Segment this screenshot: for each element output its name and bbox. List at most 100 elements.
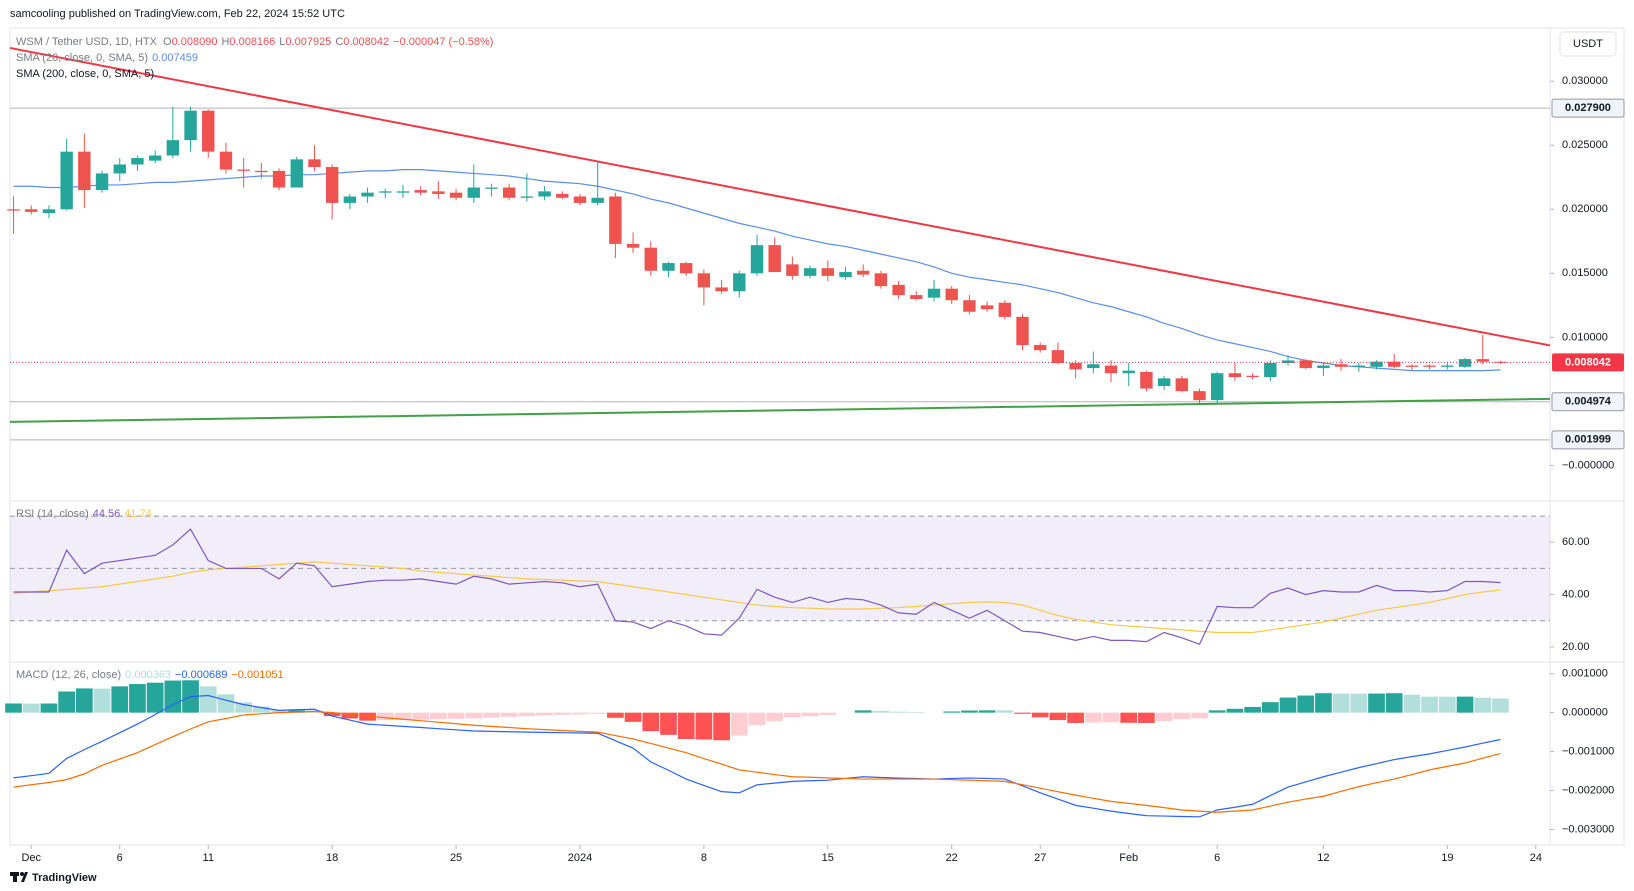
histogram-bar (1084, 712, 1102, 723)
candle-body (803, 268, 817, 276)
histogram-bar (111, 686, 129, 713)
histogram-bar (483, 712, 500, 718)
histogram-bar (943, 711, 961, 713)
histogram-bar (93, 688, 111, 713)
candle-body (1157, 378, 1171, 387)
legend-macd: MACD (12, 26, close) 0.000363 −0.000689 −0.… (16, 669, 284, 681)
legend-title: WSM / Tether USD, 1D, HTX (16, 36, 158, 48)
candle-body (308, 159, 321, 168)
y-tick-label: −0.001000 (1562, 745, 1614, 757)
legend-rsi: RSI (14, close) 44.56 41.74 (16, 508, 152, 520)
candle-body (821, 268, 834, 276)
histogram-bar (748, 712, 766, 726)
candle-body (1051, 350, 1065, 363)
histogram-bar (270, 710, 288, 713)
currency-button[interactable] (1559, 31, 1617, 57)
x-tick-label: 6 (117, 852, 123, 864)
y-tick-label: −0.000000 (1562, 459, 1614, 471)
histogram-bar (1155, 712, 1173, 722)
histogram-bar (642, 712, 660, 732)
candle-body (343, 196, 357, 203)
y-tick-label: −0.002000 (1562, 784, 1614, 796)
ohlc-key: O (163, 36, 172, 48)
histogram-value: 0.000363 (125, 669, 171, 681)
candle-body (750, 245, 764, 274)
histogram-bar (376, 712, 394, 721)
candle-body (1370, 361, 1383, 367)
histogram-bar (341, 712, 359, 719)
candle-body (485, 187, 498, 189)
x-tick-label: 12 (1317, 852, 1329, 864)
candle-body (1334, 364, 1348, 367)
x-tick-label: 18 (326, 852, 338, 864)
histogram-bar (1120, 712, 1138, 723)
candle-body (1087, 364, 1100, 369)
candle-body (1317, 365, 1330, 369)
last-price-box (1552, 353, 1624, 372)
level-label-box (1551, 98, 1625, 118)
x-tick-label: 8 (701, 852, 707, 864)
candle-body (1193, 391, 1206, 401)
candle-body (7, 209, 20, 211)
x-tick-label: Feb (1119, 852, 1138, 864)
indicator-line (13, 561, 1501, 634)
histogram-bar (677, 712, 695, 740)
candle-body (25, 209, 38, 212)
x-tick-label: 2024 (568, 852, 592, 864)
candle-body (733, 273, 746, 292)
histogram-bar (217, 694, 235, 713)
y-tick-label: 20.00 (1562, 641, 1590, 653)
candle-body (60, 151, 73, 210)
candle-body (556, 193, 569, 198)
candle-body (78, 151, 91, 191)
level-label-box (1551, 392, 1625, 412)
candle-body (998, 302, 1011, 317)
candle-body (432, 191, 445, 194)
candle-body (1458, 359, 1472, 367)
histogram-bar (1191, 712, 1208, 719)
candle-body (1423, 365, 1436, 367)
histogram-bar (890, 711, 907, 713)
histogram-bar (1049, 712, 1067, 721)
histogram-bar (1208, 710, 1226, 713)
histogram-bar (978, 710, 996, 713)
level-label: 0.027900 (1565, 102, 1611, 114)
candle-body (963, 300, 976, 312)
candle-body (697, 273, 711, 288)
histogram-bar (1332, 693, 1350, 713)
histogram-bar (553, 712, 571, 715)
histogram-bar (447, 712, 465, 719)
macd-line (13, 694, 1501, 818)
candle-body (113, 164, 126, 174)
legend-indicator-inactive: SMA (200, close, 0, SMA, 5) (16, 68, 154, 80)
histogram-bar (1297, 695, 1315, 713)
histogram-bar (1067, 712, 1084, 723)
ohlc-value: 0.007925 (285, 36, 331, 48)
candle-body (1016, 316, 1029, 346)
candle-body (573, 196, 587, 203)
histogram-bar (907, 712, 925, 713)
candle-body (1069, 362, 1082, 370)
histogram-bar (1102, 712, 1120, 723)
histogram-bar (75, 688, 93, 713)
candle-body (1228, 373, 1242, 378)
candle-body (768, 245, 781, 273)
x-tick-label: Dec (21, 852, 41, 864)
histogram-bar (624, 712, 642, 722)
histogram-bar (961, 710, 978, 713)
histogram-bar (1385, 693, 1403, 713)
level-label: 0.001999 (1565, 434, 1611, 446)
candle-body (1352, 365, 1366, 367)
y-tick-label: 0.025000 (1562, 139, 1608, 151)
histogram-bar (1014, 712, 1031, 714)
x-tick-label: 11 (203, 852, 214, 864)
ohlc-key: C (335, 36, 343, 48)
histogram-bar (40, 703, 58, 713)
candle-body (662, 263, 675, 271)
candle-body (467, 187, 480, 198)
indicator-name: RSI (14, close) (16, 508, 89, 520)
histogram-bar (430, 712, 447, 720)
histogram-bar (1173, 712, 1191, 720)
currency-button-label[interactable]: USDT (1573, 38, 1603, 50)
